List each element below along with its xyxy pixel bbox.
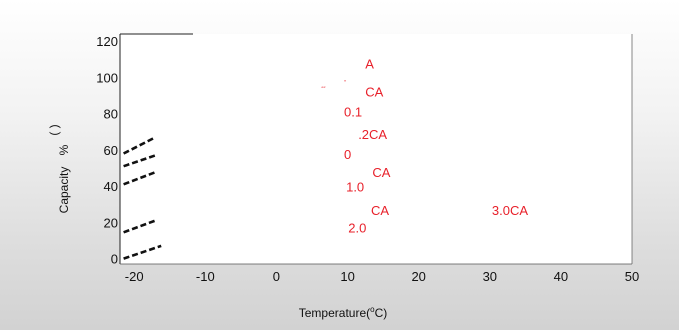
annotation-label: CA bbox=[372, 165, 390, 180]
y-axis-title-percent: % bbox=[57, 144, 71, 155]
y-axis-title: Capacity % ( ) bbox=[47, 124, 71, 213]
x-tick-label: 10 bbox=[340, 269, 354, 284]
plot-area bbox=[120, 34, 632, 264]
y-tick-labels: 0 20 40 60 80 100 120 bbox=[96, 34, 118, 266]
x-tick-labels: -20 -10 0 10 20 30 40 50 bbox=[125, 269, 639, 284]
series-line-2 bbox=[123, 219, 157, 234]
y-axis-title-text: Capacity bbox=[57, 167, 71, 214]
y-tick-label: 20 bbox=[104, 215, 118, 230]
x-tick-label: 0 bbox=[273, 269, 280, 284]
x-tick-label: -20 bbox=[125, 269, 144, 284]
series-layer bbox=[123, 136, 162, 260]
x-axis-title-unit: C) bbox=[375, 306, 388, 320]
series-line-3 bbox=[123, 170, 158, 186]
y-tick-label: 80 bbox=[104, 107, 118, 122]
y-tick-label: 40 bbox=[104, 179, 118, 194]
annotation-label: 0.1 bbox=[344, 104, 362, 119]
annotation-label: 0 bbox=[344, 147, 351, 162]
annotation-label: «« bbox=[321, 84, 326, 89]
x-axis-title: Temperature(oC) bbox=[299, 305, 388, 320]
x-tick-label: 50 bbox=[625, 269, 639, 284]
annotation-label: « bbox=[344, 78, 347, 83]
annotation-label: A bbox=[365, 56, 374, 71]
x-tick-label: 30 bbox=[483, 269, 497, 284]
x-axis-title-main: Temperature( bbox=[299, 306, 370, 320]
series-line-1 bbox=[123, 244, 162, 260]
annotation-label: 2.0 bbox=[348, 220, 366, 235]
y-axis-title-parens: ( ) bbox=[47, 124, 61, 135]
y-tick-label: 0 bbox=[111, 252, 118, 267]
y-tick-label: 100 bbox=[96, 71, 118, 86]
annotation-label: CA bbox=[371, 203, 389, 218]
annotation-label: CA bbox=[365, 85, 383, 100]
annotation-label: .2CA bbox=[358, 127, 387, 142]
annotation-label: 1.0 bbox=[346, 180, 364, 195]
x-tick-label: 20 bbox=[411, 269, 425, 284]
annotation-label: 3.0CA bbox=[492, 203, 528, 218]
series-line-5 bbox=[123, 136, 157, 155]
x-tick-label: -10 bbox=[196, 269, 215, 284]
x-axis-title-superscript: o bbox=[370, 305, 375, 314]
x-tick-label: 40 bbox=[554, 269, 568, 284]
series-line-4 bbox=[123, 154, 157, 168]
y-tick-label: 60 bbox=[104, 143, 118, 158]
y-tick-label: 120 bbox=[96, 34, 118, 49]
